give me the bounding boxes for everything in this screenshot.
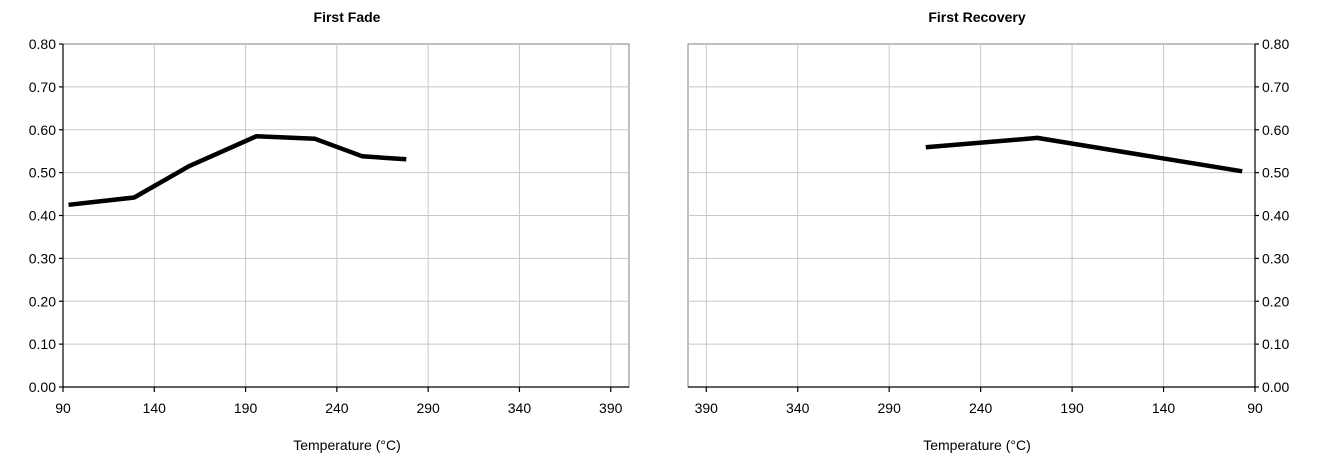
x-tick-label: 190 — [1060, 400, 1084, 416]
y-tick-label: 0.60 — [1262, 122, 1289, 138]
y-tick-label: 0.30 — [1262, 250, 1289, 266]
x-axis-label: Temperature (°C) — [293, 437, 401, 453]
chart-first-recovery: First Recovery 0.00 0.10 0.20 0.30 0.40 0.50 0.… — [663, 0, 1326, 461]
x-tick-label: 340 — [786, 400, 810, 416]
y-tick-label: 0.80 — [29, 36, 56, 52]
x-tick-label: 190 — [234, 400, 258, 416]
y-tick-label: 0.20 — [1262, 293, 1289, 309]
chart-title: First Recovery — [928, 9, 1025, 25]
x-tick-label: 290 — [878, 400, 902, 416]
y-tick-label: 0.10 — [29, 336, 56, 352]
y-tick-label: 0.50 — [1262, 165, 1289, 181]
x-tick-label: 140 — [1152, 400, 1176, 416]
y-tick-label: 0.50 — [29, 165, 56, 181]
chart-first-fade-svg: First Fade 0.00 0.10 0.20 0.30 0.40 0.50 0.60 0.… — [0, 0, 663, 461]
y-tick-label: 0.70 — [1262, 79, 1289, 95]
y-tick-label: 0.10 — [1262, 336, 1289, 352]
x-axis-label: Temperature (°C) — [923, 437, 1031, 453]
x-tick-label: 240 — [969, 400, 993, 416]
y-tick-label: 0.40 — [1262, 208, 1289, 224]
chart-title: First Fade — [314, 9, 381, 25]
chart-first-fade: First Fade 0.00 0.10 0.20 0.30 0.40 0.50 0.60 0.… — [0, 0, 663, 461]
series-line — [69, 136, 407, 205]
x-tick-label: 290 — [416, 400, 440, 416]
y-tick-label: 0.00 — [29, 379, 56, 395]
x-tick-label: 340 — [508, 400, 532, 416]
x-tick-label: 140 — [143, 400, 167, 416]
x-tick-label: 90 — [1247, 400, 1263, 416]
x-tick-label: 240 — [325, 400, 349, 416]
series-line — [926, 138, 1242, 171]
x-tick-label: 390 — [599, 400, 623, 416]
y-tick-label: 0.00 — [1262, 379, 1289, 395]
x-tick-label: 90 — [55, 400, 71, 416]
chart-first-recovery-svg: First Recovery 0.00 0.10 0.20 0.30 0.40 0.50 0.… — [663, 0, 1326, 461]
y-tick-label: 0.80 — [1262, 36, 1289, 52]
y-tick-label: 0.30 — [29, 250, 56, 266]
y-tick-label: 0.60 — [29, 122, 56, 138]
y-tick-label: 0.40 — [29, 208, 56, 224]
y-tick-label: 0.20 — [29, 293, 56, 309]
y-tick-label: 0.70 — [29, 79, 56, 95]
x-tick-label: 390 — [695, 400, 719, 416]
